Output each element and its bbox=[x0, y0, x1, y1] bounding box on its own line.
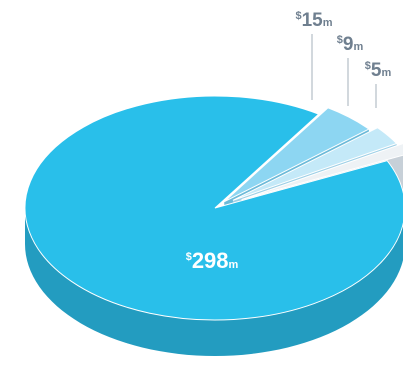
slice-label-1: $15m bbox=[295, 10, 332, 31]
leader-lines bbox=[311, 34, 377, 108]
slice-1 bbox=[223, 107, 370, 203]
slice-label-3: $5m bbox=[365, 60, 392, 81]
slice-2 bbox=[232, 127, 398, 201]
slice-label-2: $9m bbox=[337, 34, 364, 55]
slice-side-0 bbox=[25, 208, 403, 356]
pie-tops bbox=[24, 95, 403, 321]
slice-0 bbox=[24, 95, 403, 321]
slice-label-0: $298m bbox=[186, 248, 239, 273]
slice-labels: $298m $15m$9m$5m bbox=[186, 10, 392, 273]
